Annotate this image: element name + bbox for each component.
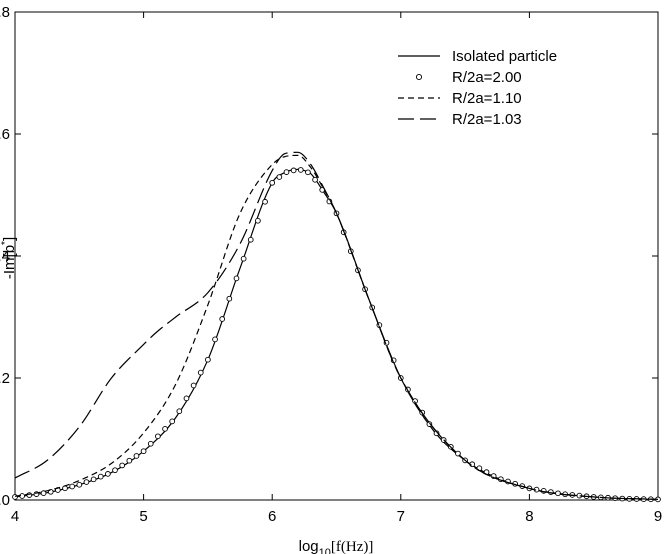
legend-label-r-2a-1-10: R/2a=1.10 <box>452 90 522 107</box>
y-tick-label: 0.2 <box>0 370 10 387</box>
data-point <box>112 467 118 474</box>
y-tick-label: 0.6 <box>0 126 10 143</box>
data-point <box>162 425 168 432</box>
data-point <box>133 453 140 459</box>
axis-ticks: 4 5 6 7 8 9 0.0 0.2 0.4 0.6 0.8 <box>0 4 662 525</box>
data-point <box>240 255 247 262</box>
series-line-r-2a-1-03 <box>14 151 659 500</box>
data-point <box>283 169 290 175</box>
legend-marker-r-2a-2-00 <box>415 73 423 81</box>
x-tick-label: 4 <box>11 508 19 525</box>
data-point <box>305 169 311 176</box>
data-point <box>555 490 561 497</box>
data-point <box>312 176 318 183</box>
data-point <box>226 295 233 302</box>
data-point <box>69 483 76 490</box>
x-tick-label: 7 <box>397 508 405 525</box>
data-point <box>119 462 126 469</box>
series-r-2a-2-00 <box>12 167 661 503</box>
series-layer <box>12 151 661 503</box>
data-point <box>62 485 68 492</box>
y-tick-label: 0.4 <box>0 248 10 265</box>
y-tick-label: 0.8 <box>0 4 10 21</box>
data-point <box>290 167 297 174</box>
data-point <box>83 479 90 485</box>
data-point <box>140 448 147 455</box>
series-line-isolated-particle <box>14 168 659 500</box>
plot-frame <box>14 11 659 501</box>
data-point <box>155 433 161 440</box>
data-point <box>247 236 254 243</box>
data-point <box>269 179 276 186</box>
data-point <box>90 476 97 483</box>
data-point <box>233 275 240 282</box>
x-tick-label: 5 <box>139 508 147 525</box>
data-point <box>97 473 104 480</box>
data-point <box>455 450 461 457</box>
data-point <box>190 382 197 389</box>
data-point <box>297 167 304 173</box>
data-point <box>212 336 218 343</box>
data-point <box>26 492 33 498</box>
data-point <box>255 217 261 224</box>
y-tick-label: 0.0 <box>0 492 10 509</box>
legend: Isolated particle R/2a=2.00 R/2a=1.10 R/2a=… <box>398 48 557 128</box>
x-tick-label: 6 <box>268 508 276 525</box>
legend-label-r-2a-2-00: R/2a=2.00 <box>452 69 522 86</box>
data-point <box>219 316 226 322</box>
data-point <box>105 471 111 477</box>
x-axis-label: log10[f(Hz)] <box>299 538 374 554</box>
data-point <box>169 418 176 425</box>
data-point <box>76 481 83 488</box>
data-point <box>262 198 268 205</box>
series-line-r-2a-1-10 <box>14 154 659 500</box>
data-point <box>176 408 183 415</box>
data-point <box>126 457 133 464</box>
data-point <box>197 369 204 376</box>
data-point <box>276 174 283 180</box>
data-point <box>147 440 154 447</box>
legend-label-r-2a-1-03: R/2a=1.03 <box>452 111 522 128</box>
legend-label-isolated-particle: Isolated particle <box>452 48 557 65</box>
y-axis-label: -Im[b*] <box>0 237 18 279</box>
data-point <box>183 395 190 402</box>
data-point <box>12 494 18 500</box>
data-point <box>205 356 211 363</box>
x-tick-label: 9 <box>654 508 662 525</box>
x-tick-label: 8 <box>525 508 533 525</box>
